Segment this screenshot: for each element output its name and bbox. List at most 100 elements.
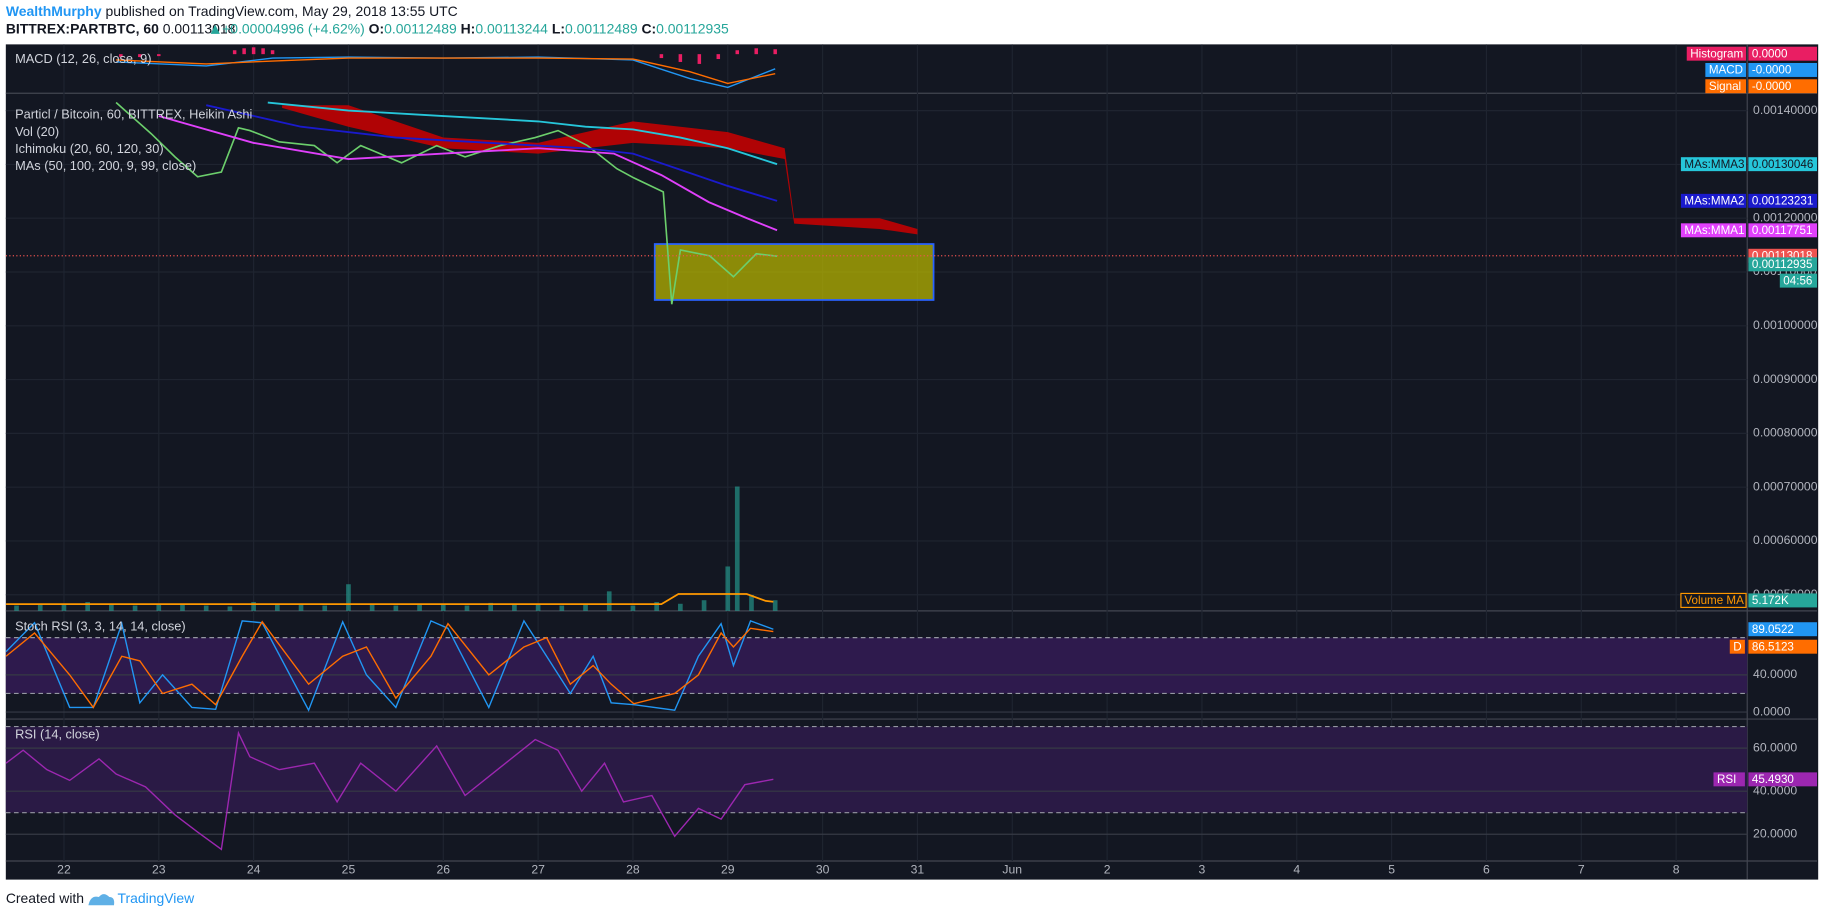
- symbol: BITTREX:PARTBTC, 60: [6, 20, 159, 36]
- c-label: C:: [641, 20, 656, 36]
- indicator-label: MAs (50, 100, 200, 9, 99, close): [15, 158, 196, 173]
- volume-bar: [14, 605, 19, 611]
- band: [5, 726, 1748, 813]
- x-tick-label: 8: [1673, 863, 1680, 877]
- macd-tag-bg: [1705, 79, 1747, 94]
- ohlc: +0.00004996 (+4.62%) O:0.00112489 H:0.00…: [222, 20, 729, 36]
- osc-value-bg: [1748, 772, 1818, 787]
- y-tick-label: 40.0000: [1753, 667, 1797, 681]
- ma-value: 0.00117751: [1752, 224, 1813, 237]
- header: WealthMurphy published on TradingView.co…: [6, 2, 458, 18]
- macd-line: [116, 57, 776, 85]
- x-tick-label: 4: [1293, 863, 1300, 877]
- footer-brand[interactable]: TradingView: [117, 890, 195, 906]
- x-tick-label: 23: [152, 863, 166, 877]
- y-tick-label: 20.0000: [1753, 826, 1797, 840]
- histogram-bar: [735, 50, 740, 55]
- l-label: L:: [552, 20, 565, 36]
- volume-bar: [749, 594, 754, 611]
- volume-bar: [417, 604, 422, 611]
- c: 0.00112935: [656, 20, 729, 36]
- ma-name: MAs:MMA3: [1684, 158, 1744, 171]
- volume-bar: [654, 602, 659, 611]
- x-tick-label: 30: [816, 863, 830, 877]
- published: published on TradingView.com, May 29, 20…: [105, 2, 457, 18]
- volume-bar: [227, 606, 233, 611]
- volume-bar: [346, 584, 351, 611]
- volume-bar: [393, 605, 399, 611]
- ma-line: [267, 101, 778, 166]
- x-tick-label: 7: [1578, 863, 1585, 877]
- x-tick-label: 2: [1104, 863, 1111, 877]
- histogram-bar: [773, 49, 777, 55]
- y-tick-label: 0.00080000: [1753, 426, 1818, 440]
- volume-bar: [606, 591, 612, 611]
- volume-ma: [6, 593, 774, 606]
- change: +0.00004996 (+4.62%): [222, 20, 365, 36]
- histogram-value: 0.0000: [1752, 47, 1788, 60]
- macd-value: -0.0000: [1752, 80, 1792, 93]
- macd-tag: MACD: [1709, 64, 1743, 77]
- histogram-bar: [251, 47, 256, 55]
- volume-bar: [734, 486, 740, 611]
- histogram-bar: [270, 50, 275, 55]
- volume-bar: [630, 605, 636, 611]
- indicator-label: Ichimoku (20, 60, 120, 30): [15, 141, 164, 156]
- ma-name: MAs:MMA1: [1684, 224, 1744, 237]
- ma-value: 0.00130046: [1752, 158, 1813, 171]
- osc-tag: D: [1733, 640, 1741, 653]
- histogram-bar: [242, 48, 246, 55]
- o-label: O:: [369, 20, 384, 36]
- histogram-bar: [659, 54, 664, 59]
- histogram-bar: [716, 54, 721, 60]
- volume-bar: [440, 603, 446, 611]
- macd-value-bg: [1748, 62, 1818, 77]
- volume-ma-value-bg: [1748, 593, 1818, 608]
- osc-value: 86.5123: [1752, 640, 1794, 653]
- logo: [88, 894, 115, 906]
- ma-name-bg: [1680, 223, 1747, 238]
- histogram-bar: [157, 54, 161, 57]
- plot: 22232425262728293031Jun23456780.00050000…: [5, 44, 1818, 880]
- histogram-bar: [261, 48, 265, 55]
- volume-bar: [369, 603, 375, 611]
- ma-value: 0.00123231: [1752, 194, 1813, 207]
- volume-ma-tag: Volume MA: [1684, 594, 1744, 607]
- macd-value-bg: [1748, 79, 1818, 94]
- macd-title: MACD (12, 26, close, 9): [15, 51, 151, 66]
- osc-tag-bg: [1729, 639, 1745, 654]
- osc-line: [5, 620, 774, 709]
- y-tick-label: 0.0000: [1753, 704, 1791, 718]
- x-tick-label: 27: [531, 863, 545, 877]
- histogram-bar: [119, 54, 123, 58]
- osc-value-bg: [1748, 639, 1818, 654]
- x-tick-label: 3: [1199, 863, 1206, 877]
- volume-bar: [725, 566, 731, 611]
- main-title: Particl / Bitcoin, 60, BITTREX, Heikin A…: [15, 107, 252, 122]
- osc-value: 89.0522: [1752, 623, 1794, 636]
- histogram-bar: [678, 54, 683, 62]
- osc-value: 45.4930: [1752, 773, 1795, 786]
- volume-bar: [251, 602, 256, 611]
- volume-ma-value: 5.172K: [1752, 594, 1789, 607]
- y-tick-label: 0.00140000: [1753, 103, 1818, 117]
- ma-line: [158, 115, 778, 232]
- close-price: 0.00112935: [1752, 258, 1813, 271]
- osc-tag: RSI: [1717, 773, 1736, 786]
- x-tick-label: 24: [247, 863, 261, 877]
- x-tick-label: 5: [1388, 863, 1395, 877]
- volume-bar: [274, 603, 280, 611]
- histogram-bar: [754, 48, 758, 55]
- volume-bar: [464, 605, 470, 611]
- x-tick-label: 29: [721, 863, 735, 877]
- histogram-bar: [138, 54, 142, 58]
- countdown: 04:56: [1783, 274, 1812, 287]
- volume-bar: [678, 603, 683, 611]
- y-tick-label: 0.00060000: [1753, 533, 1818, 547]
- author[interactable]: WealthMurphy: [6, 2, 102, 18]
- histogram-value-bg: [1748, 46, 1818, 61]
- indicator-label: Vol (20): [15, 124, 59, 139]
- up-arrow: [210, 24, 220, 34]
